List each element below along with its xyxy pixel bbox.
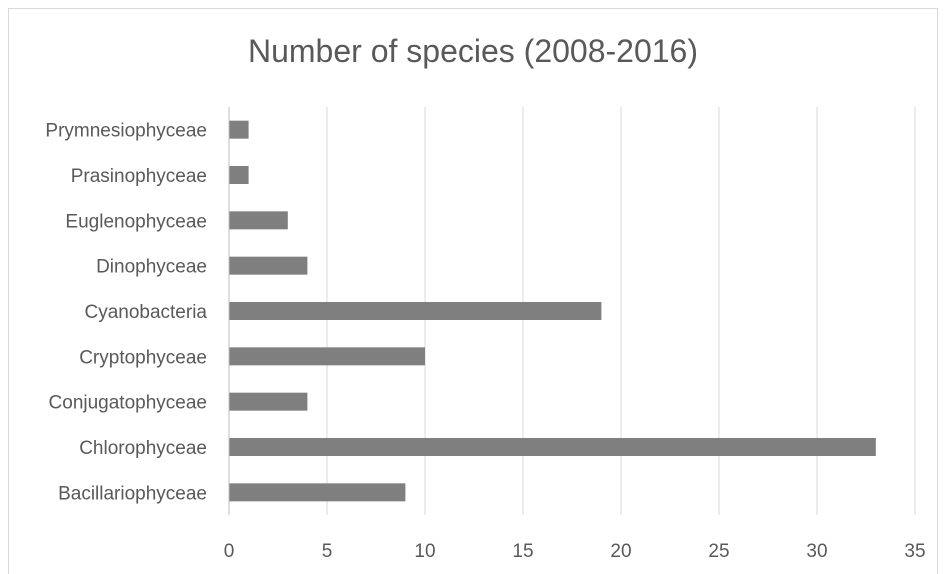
x-tick-label: 5 [322,541,333,562]
bar [229,211,288,230]
bar [229,256,308,275]
chart-title: Number of species (2008-2016) [247,33,698,69]
x-tick-label: 0 [224,541,235,562]
category-label: Cryptophyceae [79,347,207,368]
category-label: Conjugatophyceae [49,393,207,414]
bar [229,392,308,411]
x-tick-label: 25 [708,541,729,562]
category-label: Prasinophyceae [71,166,207,187]
chart-frame [8,8,938,574]
category-label: Dinophyceae [96,257,207,278]
x-tick-label: 35 [904,541,925,562]
category-label: Bacillariophyceae [58,483,207,504]
category-label: Cyanobacteria [84,302,207,323]
x-tick-label: 30 [806,541,827,562]
category-label: Chlorophyceae [79,438,207,459]
category-label: Euglenophyceae [65,211,207,232]
category-labels: Bacillariophyceae Chlorophyceae Conjugatop… [45,121,207,505]
bar [229,438,876,456]
bar [229,166,249,184]
category-label: Prymnesiophyceae [45,121,207,142]
x-tick-label: 10 [414,541,435,562]
bar [229,483,406,502]
bar [229,347,425,366]
x-tick-label: 15 [512,541,533,562]
bar [229,302,602,320]
x-tick-labels: 0 5 10 15 20 25 30 35 [224,541,926,562]
bars [229,120,876,502]
x-tick-label: 20 [610,541,631,562]
bar [229,120,249,139]
